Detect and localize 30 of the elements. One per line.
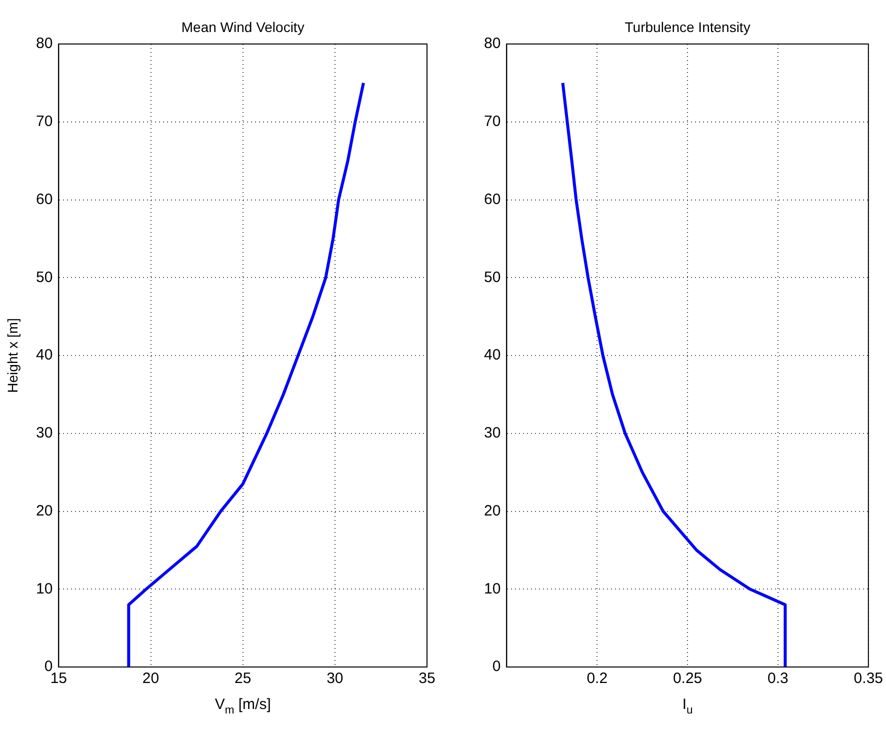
x-tick-label: 15 [50,670,68,688]
chart-title: Mean Wind Velocity [181,18,304,35]
y-tick-label: 10 [484,580,501,598]
y-tick-label: 40 [36,346,53,364]
x-tick-label: 0.35 [854,670,884,688]
x-tick-label: 0.3 [768,670,788,688]
y-tick-label: 80 [484,35,501,52]
x-tick-label: 20 [142,670,160,688]
chart-title: Turbulence Intensity [624,18,750,35]
y-tick-label: 70 [36,113,53,130]
y-tick-label: 0 [44,658,53,676]
y-tick-label: 30 [36,424,53,442]
y-tick-label: 50 [484,268,501,286]
y-tick-label: 30 [484,424,501,442]
x-tick-label: 35 [418,670,436,688]
y-tick-label: 20 [36,502,53,520]
y-tick-label: 20 [484,502,501,520]
x-tick-label: 25 [234,670,252,688]
y-tick-label: 80 [36,35,53,52]
y-tick-label: 70 [484,113,501,130]
y-tick-label: 10 [36,580,53,598]
x-tick-label: 30 [326,670,344,688]
y-tick-label: 60 [36,190,53,208]
y-tick-label: 40 [484,346,501,364]
y-tick-label: 60 [484,190,501,208]
x-tick-label: 0.25 [672,670,702,688]
x-tick-label: 0.2 [586,670,608,688]
y-axis-title: Height x [m] [4,318,21,393]
y-tick-label: 50 [36,268,53,286]
y-tick-label: 0 [492,658,501,676]
